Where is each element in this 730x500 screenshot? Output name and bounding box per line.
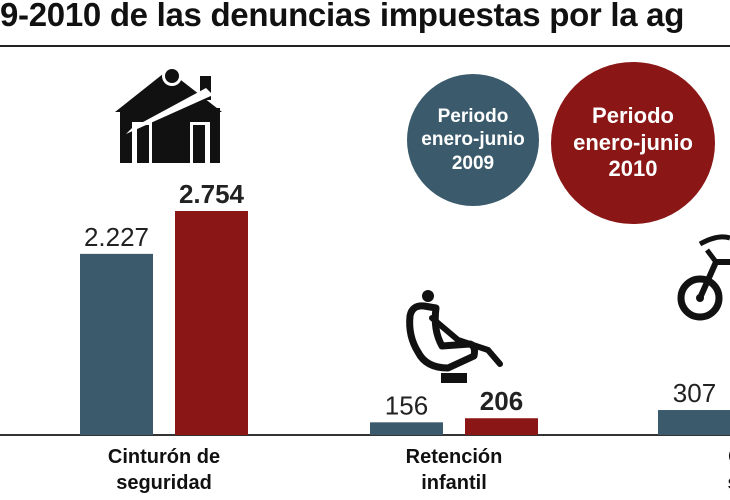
category-label-0-line-0: Cinturón de <box>108 446 220 468</box>
chart-title: 9-2010 de las denuncias impuestas por la… <box>0 0 685 33</box>
value-label-2009-1: 156 <box>385 390 428 420</box>
value-label-2010-1: 206 <box>480 386 523 416</box>
bar-2009-1 <box>370 422 443 435</box>
category-label-2-line-0: Cir <box>728 446 730 468</box>
title-divider <box>0 45 730 47</box>
legend-2010-line-2: enero-junio <box>573 129 693 155</box>
bar-2009-0 <box>80 253 153 435</box>
house-seatbelt-icon <box>115 66 222 163</box>
motorcycle-icon <box>677 234 730 321</box>
value-label-2009-0: 2.227 <box>84 222 149 252</box>
bar-marks: 2.227 2.754 Cinturón de seguridad 156 206 Rete… <box>80 179 730 494</box>
legend-2009-line-2: enero-junio <box>421 129 525 151</box>
legend-2009-line-1: Periodo <box>437 106 509 128</box>
legend-badge-2009: Periodo enero-junio 2009 <box>407 74 539 206</box>
category-label-1-line-1: infantil <box>421 472 487 494</box>
category-label-2-line-1: sin <box>728 472 730 494</box>
bar-2010-0 <box>175 211 248 435</box>
legend-2010-line-3: 2010 <box>608 156 658 182</box>
category-label-1-line-0: Retención <box>406 446 503 468</box>
value-label-2010-0: 2.754 <box>179 179 245 209</box>
legend-badge-2010: Periodo enero-junio 2010 <box>551 62 715 224</box>
value-label-2009-2: 307 <box>673 378 716 408</box>
bar-2009-2 <box>658 410 730 435</box>
category-label-0-line-1: seguridad <box>116 472 212 494</box>
child-car-seat-icon <box>406 290 503 383</box>
bar-2010-1 <box>465 418 538 435</box>
legend-2009-line-3: 2009 <box>451 152 495 174</box>
legend-2010-line-1: Periodo <box>592 102 674 128</box>
